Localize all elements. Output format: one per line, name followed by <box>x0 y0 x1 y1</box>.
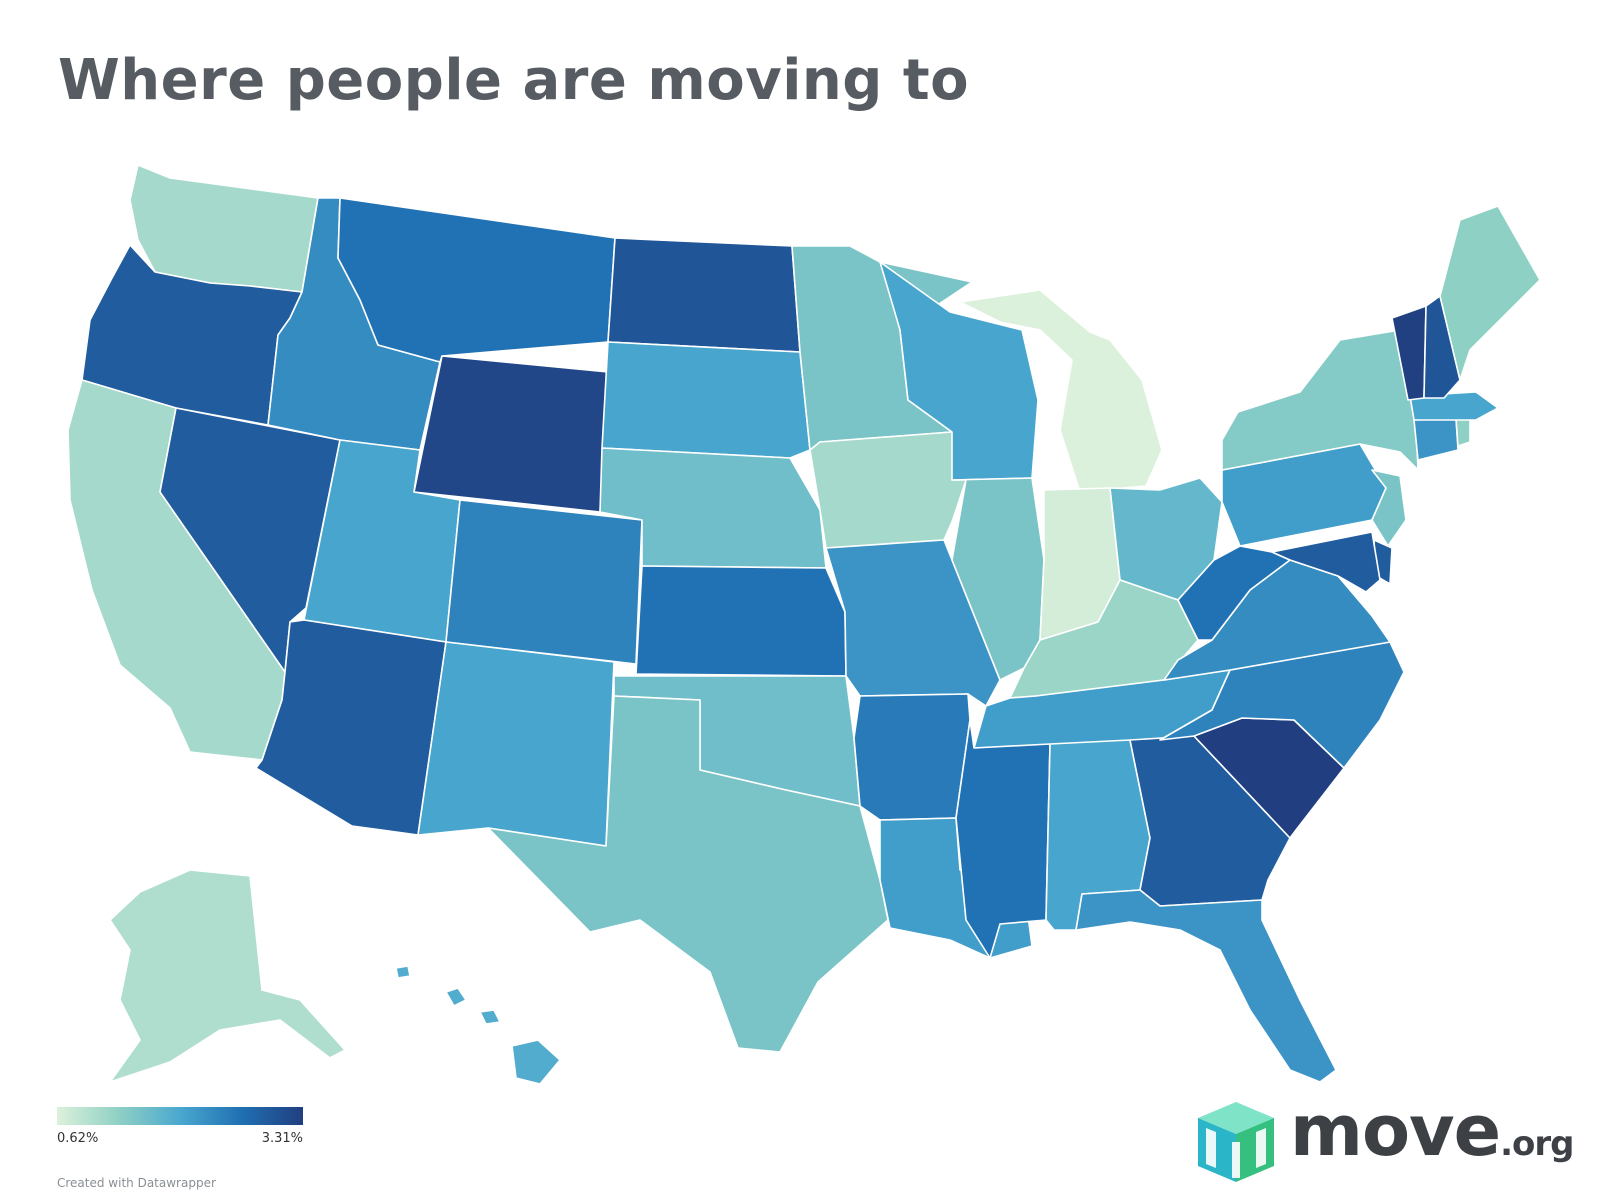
state-ri[interactable] <box>1455 417 1471 447</box>
state-mo[interactable] <box>825 539 1001 707</box>
state-ms[interactable] <box>955 719 1051 959</box>
page-title: Where people are moving to <box>58 48 970 113</box>
state-ct[interactable] <box>1413 417 1459 461</box>
state-hi[interactable] <box>395 965 561 1085</box>
state-mt[interactable] <box>337 197 616 363</box>
move-box-icon <box>1198 1102 1274 1182</box>
legend-min-label: 0.62% <box>57 1131 99 1146</box>
color-legend: 0.62% 3.31% <box>57 1107 303 1146</box>
state-nm[interactable] <box>417 641 615 847</box>
state-md[interactable] <box>1271 531 1381 593</box>
state-ia[interactable] <box>809 431 967 549</box>
state-mi[interactable] <box>959 289 1163 493</box>
legend-max-label: 3.31% <box>261 1131 303 1146</box>
datawrapper-credit: Created with Datawrapper <box>57 1176 216 1190</box>
logo-suffix: .org <box>1500 1124 1574 1164</box>
state-nh[interactable] <box>1423 295 1461 399</box>
state-ak[interactable] <box>109 869 346 1083</box>
state-wy[interactable] <box>413 355 609 513</box>
state-ks[interactable] <box>635 565 847 677</box>
state-co[interactable] <box>445 499 643 665</box>
state-nd[interactable] <box>607 237 801 353</box>
state-ma[interactable] <box>1409 391 1499 421</box>
legend-gradient-bar <box>57 1107 303 1125</box>
state-me[interactable] <box>1439 205 1541 381</box>
move-org-logo: move.org <box>1192 1090 1582 1188</box>
state-ny[interactable] <box>1221 329 1419 471</box>
logo-word: move <box>1290 1090 1501 1172</box>
logo-wordmark: move.org <box>1290 1090 1575 1172</box>
state-sd[interactable] <box>601 341 811 459</box>
state-ar[interactable] <box>853 693 971 821</box>
state-fl[interactable] <box>1075 889 1337 1083</box>
state-nc[interactable] <box>1159 641 1405 769</box>
state-tx[interactable] <box>487 695 889 1053</box>
